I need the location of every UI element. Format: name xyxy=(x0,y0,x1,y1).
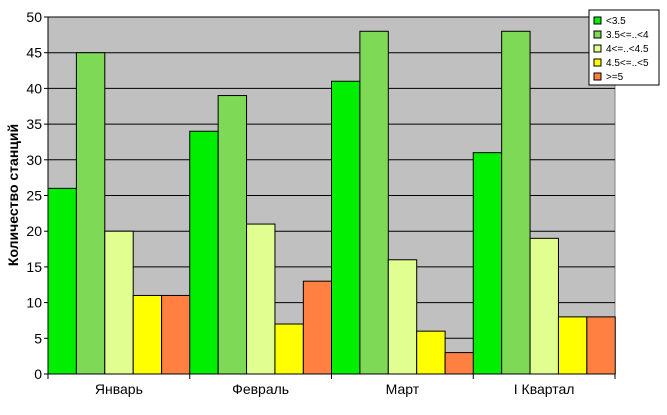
y-tick-label: 45 xyxy=(26,45,42,61)
bar xyxy=(501,30,531,375)
y-tick-label: 10 xyxy=(26,295,42,311)
y-tick-label: 35 xyxy=(26,116,42,132)
legend-swatch xyxy=(593,16,602,25)
y-tick-label: 25 xyxy=(26,188,42,204)
x-tick-label: I Квартал xyxy=(514,381,575,397)
bar xyxy=(189,130,219,375)
bar xyxy=(132,294,163,375)
x-tick-label: Январь xyxy=(95,381,143,397)
legend-swatch xyxy=(593,72,602,81)
bar xyxy=(387,259,418,375)
y-tick-label: 30 xyxy=(26,152,42,168)
legend-label: 4<=..<4.5 xyxy=(606,44,649,55)
y-tick-label: 0 xyxy=(34,366,42,382)
legend-swatch xyxy=(593,44,602,53)
legend-swatch xyxy=(593,58,602,67)
bar xyxy=(161,294,191,375)
bar xyxy=(359,30,389,375)
bar xyxy=(586,316,616,375)
bar xyxy=(557,316,588,375)
legend-label: 4.5<=..<5 xyxy=(606,58,649,69)
y-tick-label: 50 xyxy=(26,9,42,25)
bar xyxy=(416,330,446,375)
bar xyxy=(331,80,361,375)
bar xyxy=(104,230,134,375)
legend: <3.5 3.5<=..<4 4<=..<4.5 4.5<=..<5 >=5 xyxy=(588,9,660,86)
legend-label: <3.5 xyxy=(606,16,626,27)
y-tick-label: 5 xyxy=(34,330,42,346)
bar xyxy=(444,352,475,375)
legend-label: >=5 xyxy=(606,72,624,83)
bar xyxy=(302,280,333,375)
y-axis-label: Количество станций xyxy=(5,124,21,266)
y-tick-label: 15 xyxy=(26,259,42,275)
legend-swatch xyxy=(593,30,602,39)
bar xyxy=(47,187,77,375)
x-tick-label: Февраль xyxy=(232,381,289,397)
legend-label: 3.5<=..<4 xyxy=(606,30,649,41)
bar xyxy=(472,152,503,375)
bar xyxy=(274,323,304,375)
bar xyxy=(75,52,106,375)
bar xyxy=(529,237,559,375)
y-tick-label: 40 xyxy=(26,80,42,96)
bar xyxy=(217,95,248,375)
y-tick-label: 20 xyxy=(26,223,42,239)
x-tick-label: Март xyxy=(386,381,420,397)
bar xyxy=(246,223,276,375)
